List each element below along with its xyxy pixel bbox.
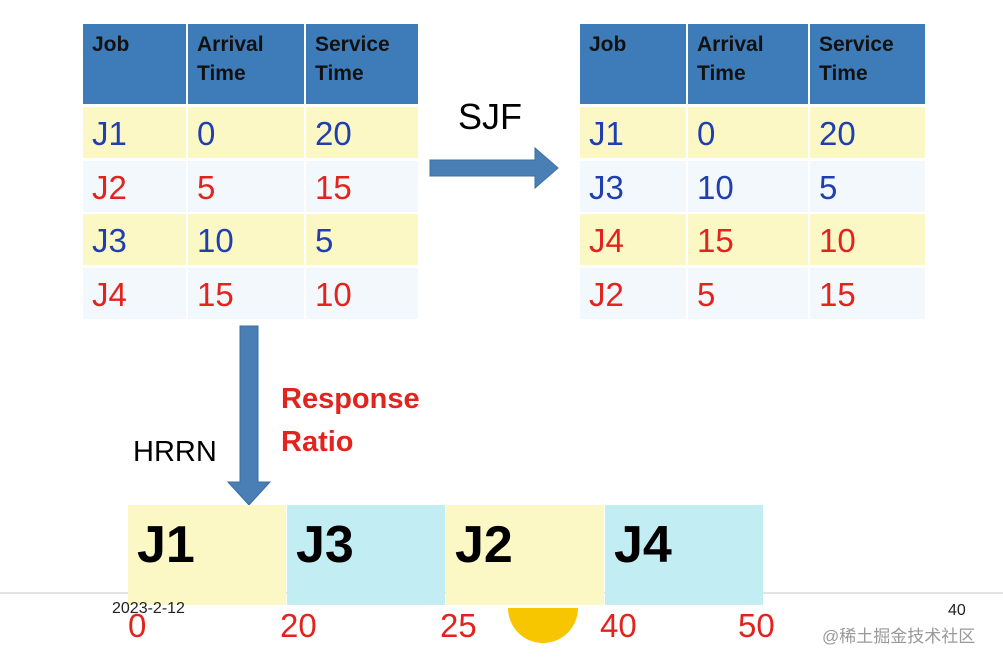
table-cell: 5: [810, 160, 925, 212]
time-label: 0: [128, 607, 147, 644]
table-cell: 0: [688, 107, 808, 158]
table-cell: J3: [83, 214, 186, 265]
table-cell: J2: [580, 267, 686, 319]
header-cell: Service Time: [306, 24, 418, 104]
header-cell: Job: [580, 24, 686, 104]
date: 2023-2-12: [112, 600, 185, 617]
time-label: 40: [600, 607, 637, 644]
response-ratio-label: Response Ratio: [281, 378, 420, 464]
table-cell: 15: [306, 160, 418, 212]
table-cell: 15: [188, 267, 304, 319]
table-cell: 5: [306, 214, 418, 265]
header-cell: Arrival Time: [188, 24, 304, 104]
down-arrow: [226, 325, 272, 506]
table-cell: 10: [688, 160, 808, 212]
time-label: 20: [280, 607, 317, 644]
table-cell: 0: [188, 107, 304, 158]
table-cell: 20: [810, 107, 925, 158]
gantt-block: J2: [446, 505, 604, 605]
table-cell: J1: [580, 107, 686, 158]
table-cell: J2: [83, 160, 186, 212]
table-cell: 10: [810, 214, 925, 265]
time-label: 25: [440, 607, 477, 644]
table-cell: 5: [688, 267, 808, 319]
page-number: 40: [948, 602, 966, 619]
table-cell: 15: [688, 214, 808, 265]
table-cell: J4: [83, 267, 186, 319]
table-cell: 10: [306, 267, 418, 319]
label-line: Response: [281, 383, 420, 415]
table-cell: 20: [306, 107, 418, 158]
header-cell: Job: [83, 24, 186, 104]
table-cell: 5: [188, 160, 304, 212]
hrrn-label: HRRN: [133, 436, 217, 468]
decor-circle: [508, 608, 578, 643]
watermark: @稀土掘金技术社区: [822, 627, 976, 646]
gantt-block: J3: [287, 505, 445, 605]
time-label: 50: [738, 607, 775, 644]
table-cell: 10: [188, 214, 304, 265]
header-cell: Service Time: [810, 24, 925, 104]
table-cell: J1: [83, 107, 186, 158]
header-cell: Arrival Time: [688, 24, 808, 104]
gantt-block: J1: [128, 505, 286, 605]
gantt-block: J4: [605, 505, 763, 605]
table-cell: J3: [580, 160, 686, 212]
label-line: Ratio: [281, 426, 354, 458]
right-arrow: [429, 146, 559, 190]
table-cell: J4: [580, 214, 686, 265]
table-cell: 15: [810, 267, 925, 319]
sjf-label: SJF: [458, 96, 523, 137]
